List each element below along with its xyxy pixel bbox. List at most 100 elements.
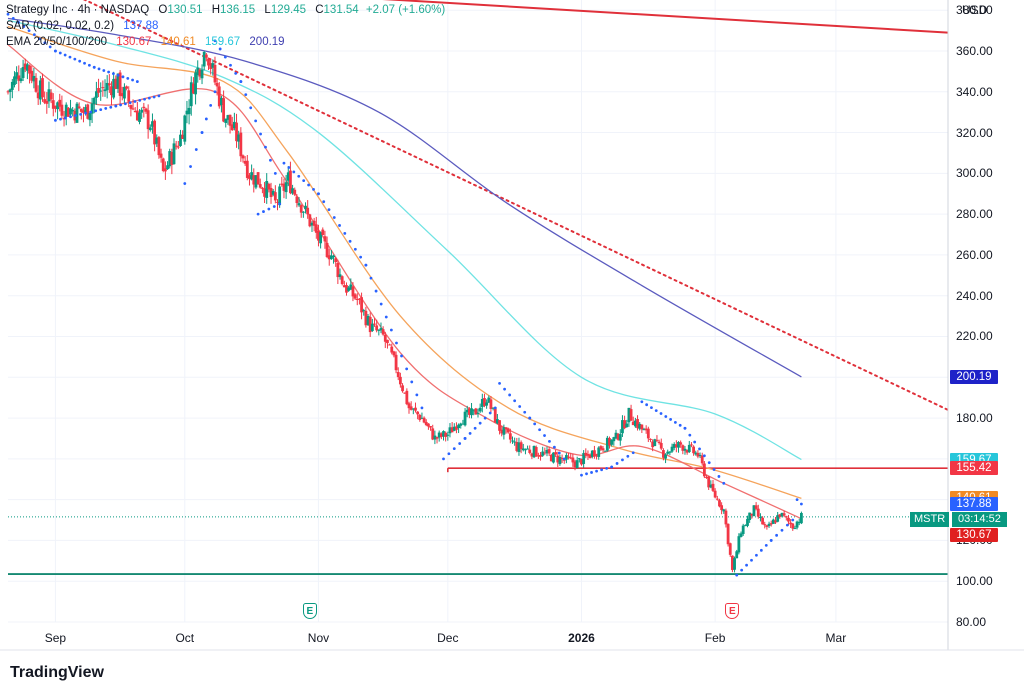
candle-body xyxy=(230,124,234,131)
candle-body xyxy=(752,505,756,517)
ema200-line xyxy=(7,17,802,378)
legend-sar-row[interactable]: SAR (0.02, 0.02, 0.2) 137.88 xyxy=(6,18,445,34)
candle-body xyxy=(731,555,734,570)
candle-body xyxy=(6,91,10,93)
low-key: L xyxy=(264,4,271,16)
candle-body xyxy=(133,110,137,113)
candle-body xyxy=(521,448,525,451)
sar-dot xyxy=(590,471,593,474)
candle-body xyxy=(200,69,204,79)
sar-dot xyxy=(395,341,398,345)
candle-body xyxy=(176,146,180,148)
candle-body xyxy=(317,230,320,241)
candle-body xyxy=(784,516,788,518)
candle-body xyxy=(56,102,59,110)
candle-body xyxy=(569,457,573,459)
candle-body xyxy=(366,316,370,325)
horizontal-levels xyxy=(8,467,948,575)
candle-body xyxy=(782,513,786,516)
candle-body xyxy=(558,456,562,465)
candle-body xyxy=(560,457,564,459)
candle-body xyxy=(411,408,415,410)
chart-legend: Strategy Inc · 4h · NASDAQ O130.51 H136.… xyxy=(6,2,445,50)
candle-body xyxy=(517,442,521,452)
candle-body xyxy=(181,134,185,139)
candle-body xyxy=(92,97,96,104)
candle-body xyxy=(54,105,57,109)
sar-dot xyxy=(234,72,238,75)
candle-body xyxy=(455,426,458,430)
candle-body xyxy=(168,151,172,167)
y-tick-label: 240.00 xyxy=(956,288,993,303)
close-value: 131.54 xyxy=(323,4,359,16)
candle-body xyxy=(60,104,64,116)
candle-body xyxy=(448,427,452,434)
candle-body xyxy=(118,72,122,96)
y-tick-label: 260.00 xyxy=(956,247,993,262)
sar-dot xyxy=(54,118,57,122)
candle-body xyxy=(638,423,642,429)
candle-body xyxy=(329,255,333,260)
sar-dot xyxy=(410,380,414,384)
candle-body xyxy=(381,329,385,335)
sar-dot xyxy=(282,161,286,165)
candle-body xyxy=(58,99,62,107)
sar-dot xyxy=(364,263,368,267)
candle-body xyxy=(418,414,422,420)
candle-body xyxy=(769,523,773,525)
y-tick-label: 220.00 xyxy=(956,329,993,344)
candle-body xyxy=(720,505,724,511)
sar-dot xyxy=(745,563,748,567)
candle-body xyxy=(351,286,355,297)
candle-body xyxy=(528,449,532,453)
candle-body xyxy=(179,134,182,146)
candle-body xyxy=(532,445,536,458)
sar-dot xyxy=(673,420,677,424)
candle-body xyxy=(280,183,284,185)
sar-dot xyxy=(447,452,451,456)
y-tick-label: 80.00 xyxy=(956,615,987,629)
candle-body xyxy=(718,500,721,507)
candle-body xyxy=(439,433,443,437)
candle-body xyxy=(138,112,141,122)
open-value: 130.51 xyxy=(167,4,203,16)
legend-ema-row[interactable]: EMA 20/50/100/200 130.67 140.61 159.67 2… xyxy=(6,34,445,50)
candle-body xyxy=(49,92,53,100)
sar-dot xyxy=(218,47,222,51)
candle-body xyxy=(161,158,165,171)
candle-body xyxy=(789,522,793,525)
candle-body xyxy=(99,90,103,92)
candle-body xyxy=(392,351,396,356)
candle-body xyxy=(17,75,21,81)
tradingview-logo[interactable]: TradingView xyxy=(10,664,104,681)
candle-body xyxy=(774,520,777,523)
sar-dot xyxy=(595,469,598,473)
candle-body xyxy=(739,533,743,537)
earnings-marker[interactable]: E xyxy=(302,603,317,619)
sar-dot xyxy=(69,115,72,119)
sar-dot xyxy=(109,105,113,109)
sar-dot xyxy=(755,553,758,557)
candle-body xyxy=(347,287,351,291)
earnings-marker[interactable]: E xyxy=(725,603,740,619)
sar-dot xyxy=(17,21,20,24)
candle-body xyxy=(530,453,534,457)
candle-body xyxy=(586,454,590,456)
sar-dot xyxy=(307,183,311,187)
candle-body xyxy=(605,437,609,451)
sar-dot xyxy=(59,117,62,121)
sar-dot xyxy=(493,406,497,410)
sar-dot xyxy=(112,72,115,76)
sar-dot xyxy=(610,465,614,469)
candle-body xyxy=(524,449,527,451)
sar-dot xyxy=(97,67,101,71)
sar-dot xyxy=(780,528,784,532)
ema50-value: 140.61 xyxy=(160,36,196,48)
candle-body xyxy=(465,409,469,413)
candle-body xyxy=(82,110,85,113)
candle-body xyxy=(368,316,372,333)
sar-dot xyxy=(119,103,122,107)
x-tick-label: Feb xyxy=(704,631,726,645)
sar-dot xyxy=(312,187,315,191)
